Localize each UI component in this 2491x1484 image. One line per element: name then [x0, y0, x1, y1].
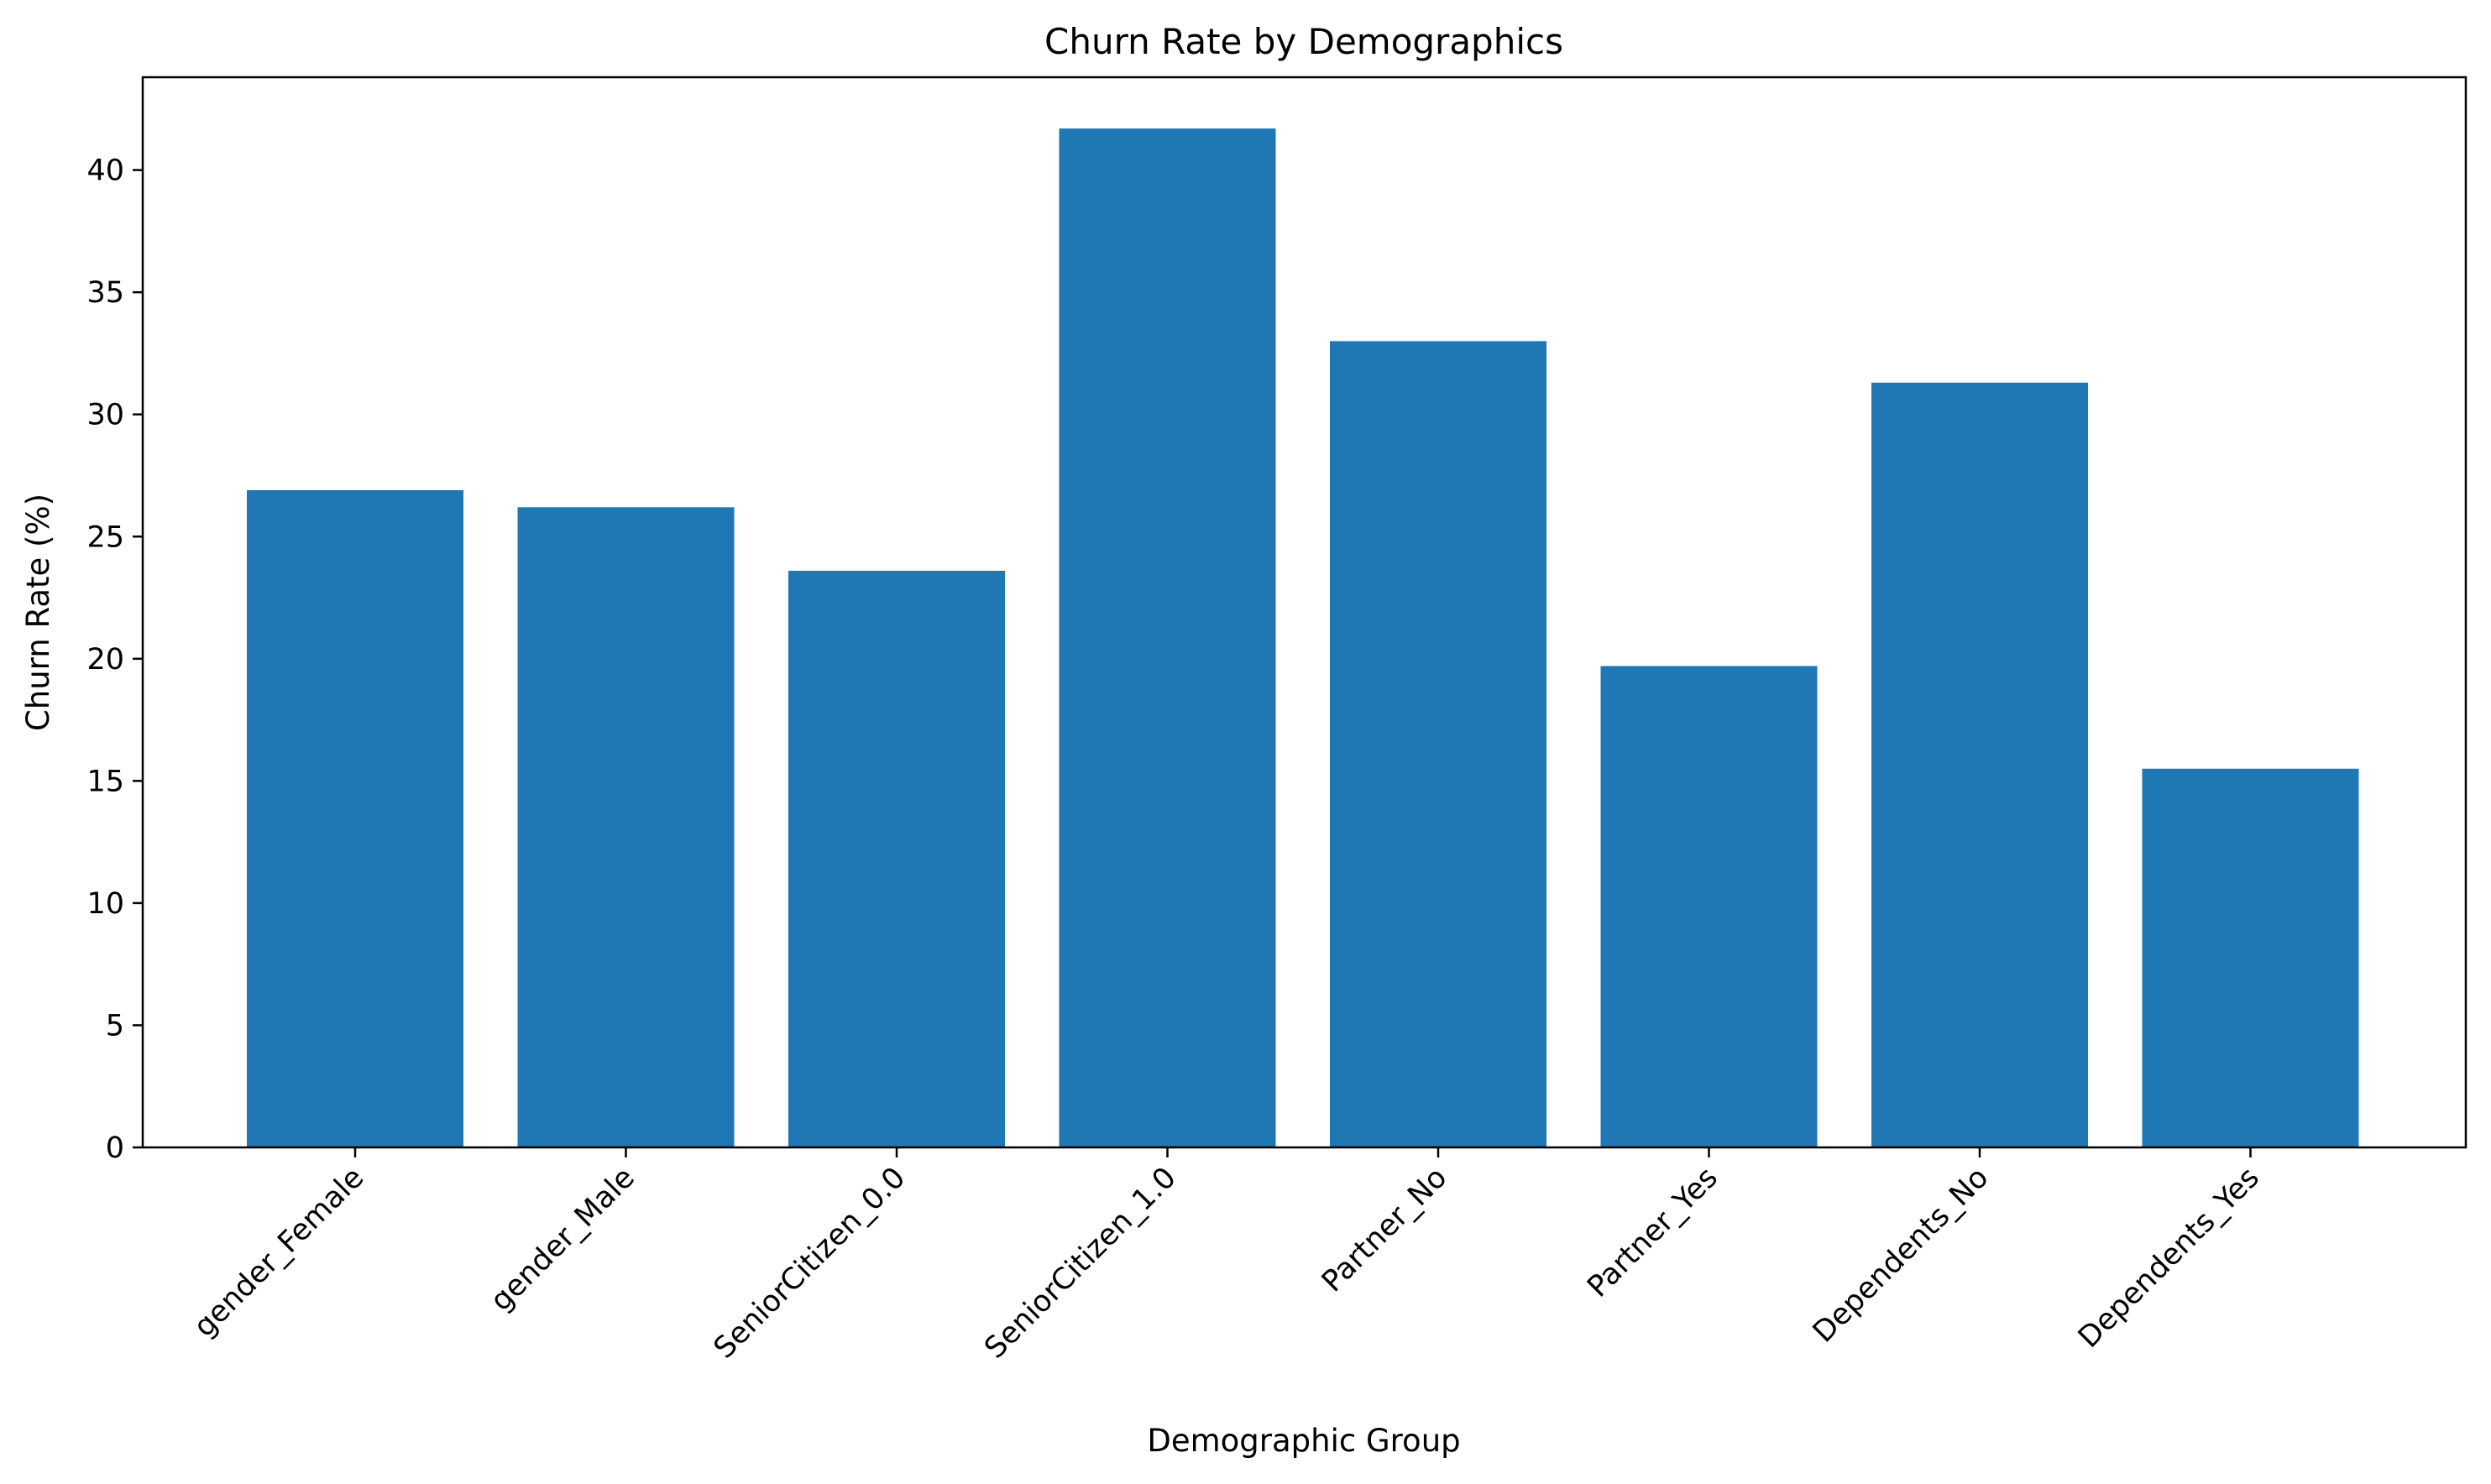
chart-title: Churn Rate by Demographics [1044, 21, 1563, 62]
bar-gender_Male [517, 507, 735, 1147]
bars-group [247, 128, 2359, 1148]
bar-gender_Female [247, 490, 463, 1147]
bar-Partner_Yes [1600, 666, 1818, 1147]
y-tick-label: 40 [86, 154, 124, 188]
bar-Partner_No [1330, 341, 1546, 1147]
y-tick-label: 20 [86, 643, 124, 677]
bar-SeniorCitizen_0.0 [788, 571, 1005, 1147]
x-axis-label: Demographic Group [1147, 1423, 1460, 1459]
plot-frame [141, 76, 2467, 1149]
y-tick-label: 5 [106, 1009, 124, 1042]
y-axis-label: Churn Rate (%) [20, 494, 56, 731]
bar-SeniorCitizen_1.0 [1059, 128, 1276, 1148]
y-tick-label: 10 [86, 887, 124, 921]
y-tick-label: 25 [86, 520, 124, 554]
y-tick-label: 30 [86, 399, 124, 432]
y-tick-label: 15 [86, 765, 124, 798]
y-tick-label: 0 [106, 1131, 124, 1165]
bar-Dependents_Yes [2142, 768, 2359, 1147]
y-tick-label: 35 [86, 276, 124, 310]
bar-Dependents_No [1871, 382, 2088, 1147]
y-axis-ticks: 0 5 10 15 20 25 30 35 40 [86, 154, 143, 1165]
